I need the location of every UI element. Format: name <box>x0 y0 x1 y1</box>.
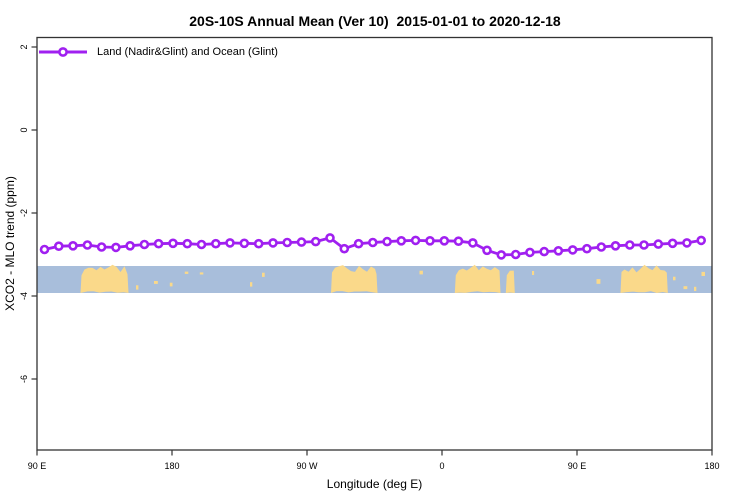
data-point <box>453 236 464 246</box>
legend: Land (Nadir&Glint) and Ocean (Glint) <box>38 44 278 60</box>
y-tick-label: -2 <box>19 209 29 217</box>
x-tick-label: 180 <box>704 461 719 471</box>
data-point <box>596 242 607 252</box>
y-tick-label: 0 <box>19 127 29 132</box>
data-point <box>96 242 107 252</box>
island-speck <box>694 286 697 291</box>
data-point <box>211 238 221 249</box>
y-tick-label: -6 <box>19 375 29 383</box>
data-point <box>696 235 707 246</box>
data-point <box>253 238 264 249</box>
data-point <box>182 238 193 249</box>
island-speck <box>169 282 173 287</box>
data-point <box>53 241 64 251</box>
data-point <box>439 236 450 246</box>
data-point <box>653 239 664 249</box>
land-shape-australia-right-copy <box>620 264 668 293</box>
data-point <box>510 249 521 260</box>
x-tick-label: 90 E <box>568 461 587 471</box>
x-tick-label: 90 W <box>296 461 318 471</box>
land-shape-madagascar <box>505 270 515 293</box>
island-speck <box>419 270 423 275</box>
land-shape-australia-left-copy <box>80 264 129 293</box>
data-point <box>467 238 478 248</box>
island-speck <box>262 272 265 277</box>
data-point <box>567 245 578 255</box>
island-speck <box>596 279 601 284</box>
data-point <box>367 237 378 248</box>
plot-box <box>36 36 713 451</box>
x-tick-label: 0 <box>439 461 444 471</box>
y-tick-label: -4 <box>19 292 29 300</box>
data-point <box>482 245 492 256</box>
data-point <box>125 241 135 251</box>
island-speck <box>532 271 535 275</box>
island-speck <box>154 281 158 284</box>
data-point <box>353 238 364 249</box>
data-point <box>525 247 535 258</box>
data-point <box>82 240 93 250</box>
x-axis-title: Longitude (deg E) <box>326 477 423 491</box>
data-point <box>196 239 207 250</box>
x-tick-label: 90 E <box>28 461 47 471</box>
data-point <box>410 235 421 246</box>
data-point <box>310 236 321 247</box>
island-speck <box>199 272 204 275</box>
data-point <box>268 238 278 248</box>
data-point <box>610 241 621 251</box>
data-point <box>396 236 407 246</box>
data-point <box>682 238 692 248</box>
data-point <box>68 241 78 251</box>
land-shape-south-america <box>331 265 378 293</box>
legend-label: Land (Nadir&Glint) and Ocean (Glint) <box>97 46 278 58</box>
data-point <box>239 238 250 249</box>
data-point <box>639 240 649 250</box>
island-speck <box>683 286 688 290</box>
land-shape-africa <box>454 264 501 293</box>
data-point <box>168 238 178 249</box>
x-tick-label: 180 <box>164 461 179 471</box>
island-speck <box>136 285 139 290</box>
data-point <box>39 244 50 255</box>
data-point <box>325 233 335 243</box>
data-point <box>139 239 150 250</box>
island-speck <box>250 282 253 287</box>
data-point <box>282 237 293 248</box>
island-speck <box>184 271 189 274</box>
data-point <box>496 250 507 260</box>
y-tick-label: 2 <box>19 44 29 49</box>
data-point <box>111 242 121 253</box>
data-point <box>425 236 435 246</box>
data-point <box>339 243 350 254</box>
data-point <box>582 243 592 254</box>
data-point <box>539 246 550 257</box>
data-point <box>624 240 635 250</box>
data-point <box>667 238 678 249</box>
data-point <box>296 237 307 247</box>
chart-title: 20S-10S Annual Mean (Ver 10) 2015-01-01 … <box>189 13 561 29</box>
data-point <box>225 238 235 248</box>
y-axis-title: XCO2 - MLO trend (ppm) <box>3 176 17 311</box>
data-point <box>553 246 564 256</box>
data-point <box>382 236 392 247</box>
legend-marker-icon <box>39 47 87 57</box>
island-speck <box>673 276 676 281</box>
data-point <box>153 238 164 249</box>
island-speck <box>701 271 705 276</box>
